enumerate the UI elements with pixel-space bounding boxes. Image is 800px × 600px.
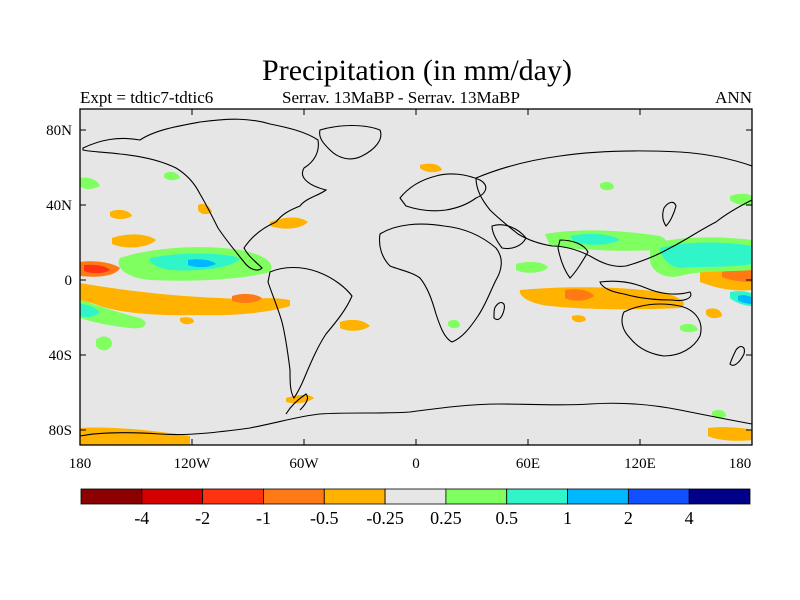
north-america-outline — [82, 118, 328, 271]
colorbar-box — [506, 488, 568, 505]
anomaly-region — [80, 177, 100, 189]
antarctic-peninsula-outline — [285, 393, 309, 415]
indonesia-outline — [599, 280, 692, 302]
colorbar-box — [567, 488, 629, 505]
colorbar-box — [141, 488, 204, 505]
lon-tick-label: 180 — [69, 456, 92, 472]
lon-tick-label: 60W — [289, 456, 319, 472]
lat-tick-label: 80N — [46, 123, 72, 139]
greenland-outline — [319, 124, 382, 160]
south-america-outline — [267, 266, 353, 399]
lat-tick-label: 0 — [65, 273, 73, 289]
colorbar-box — [627, 488, 690, 505]
anomaly-region — [112, 234, 156, 248]
experiment-label: Expt = tdtic7-tdtic6 — [80, 88, 214, 107]
anomaly-region — [340, 319, 370, 331]
anomaly-region — [565, 289, 594, 301]
australia-outline — [621, 303, 702, 357]
africa-outline — [378, 223, 502, 343]
anomaly-region — [270, 217, 308, 229]
europe-outline — [399, 173, 487, 212]
anomaly-region — [80, 304, 100, 318]
new-zealand-outline — [729, 345, 745, 366]
anomaly-region — [80, 300, 146, 329]
anomaly-region — [600, 181, 614, 191]
colorbar-label: 0.25 — [430, 508, 462, 528]
longitude-axis — [191, 109, 641, 445]
arabia-outline — [491, 224, 527, 250]
japan-outline — [662, 201, 677, 227]
colorbar-box — [202, 488, 264, 505]
colorbar-box — [445, 488, 508, 505]
season-label: ANN — [715, 88, 752, 107]
anomaly-region — [570, 233, 620, 245]
anomaly-region — [232, 293, 262, 303]
lat-tick-label: 40N — [46, 198, 72, 214]
lon-tick-label: 120W — [174, 456, 212, 472]
anomaly-region — [96, 336, 112, 351]
lon-tick-label: 60E — [516, 456, 540, 472]
anomaly-region — [164, 171, 180, 181]
anomaly-region — [180, 317, 194, 325]
colorbar-box — [688, 488, 751, 505]
anomaly-region — [708, 427, 752, 441]
anomaly-contours — [80, 163, 752, 445]
colorbar-labels: -4 -2 -1 -0.5 -0.25 0.25 0.5 1 2 4 — [134, 508, 693, 528]
colorbar-box — [80, 488, 143, 505]
lon-tick-label: 120E — [624, 456, 656, 472]
anomaly-region — [448, 319, 460, 329]
colorbar — [80, 488, 751, 505]
lon-tick-label: 180 — [729, 456, 752, 472]
colorbar-label: 2 — [624, 508, 633, 528]
lon-tick-label: 0 — [412, 456, 420, 472]
map-title: Precipitation (in mm/day) — [262, 54, 572, 87]
anomaly-region — [198, 203, 212, 215]
colorbar-label: -0.25 — [366, 508, 404, 528]
india-outline — [557, 239, 589, 279]
asia-outline — [475, 150, 752, 267]
colorbar-label: -0.5 — [310, 508, 339, 528]
colorbar-label: 0.5 — [495, 508, 518, 528]
antarctica-outline — [80, 402, 752, 437]
anomaly-region — [680, 323, 698, 333]
colorbar-label: -4 — [134, 508, 149, 528]
madagascar-outline — [493, 301, 505, 321]
anomaly-region — [110, 209, 132, 219]
anomaly-region — [519, 287, 684, 310]
anomaly-region — [420, 163, 442, 173]
latitude-axis — [80, 129, 752, 431]
anomaly-region — [738, 295, 752, 304]
anomaly-region — [572, 315, 586, 323]
colorbar-box — [263, 488, 325, 505]
colorbar-label: -2 — [195, 508, 210, 528]
colorbar-label: 4 — [685, 508, 694, 528]
anomaly-region — [712, 409, 726, 419]
colorbar-box — [384, 488, 447, 505]
colorbar-box — [323, 488, 386, 505]
anomaly-region — [706, 308, 722, 319]
anomaly-region — [722, 268, 752, 282]
anomaly-region — [80, 427, 190, 445]
period-label: Serrav. 13MaBP - Serrav. 13MaBP — [282, 88, 520, 107]
lat-tick-label: 40S — [49, 348, 72, 364]
anomaly-region — [660, 242, 752, 268]
anomaly-region — [188, 259, 216, 268]
anomaly-region — [84, 264, 110, 274]
colorbar-label: -1 — [256, 508, 271, 528]
anomaly-region — [80, 283, 290, 316]
anomaly-region — [516, 261, 548, 273]
lat-tick-label: 80S — [49, 423, 72, 439]
colorbar-label: 1 — [563, 508, 572, 528]
coastlines — [80, 118, 752, 437]
